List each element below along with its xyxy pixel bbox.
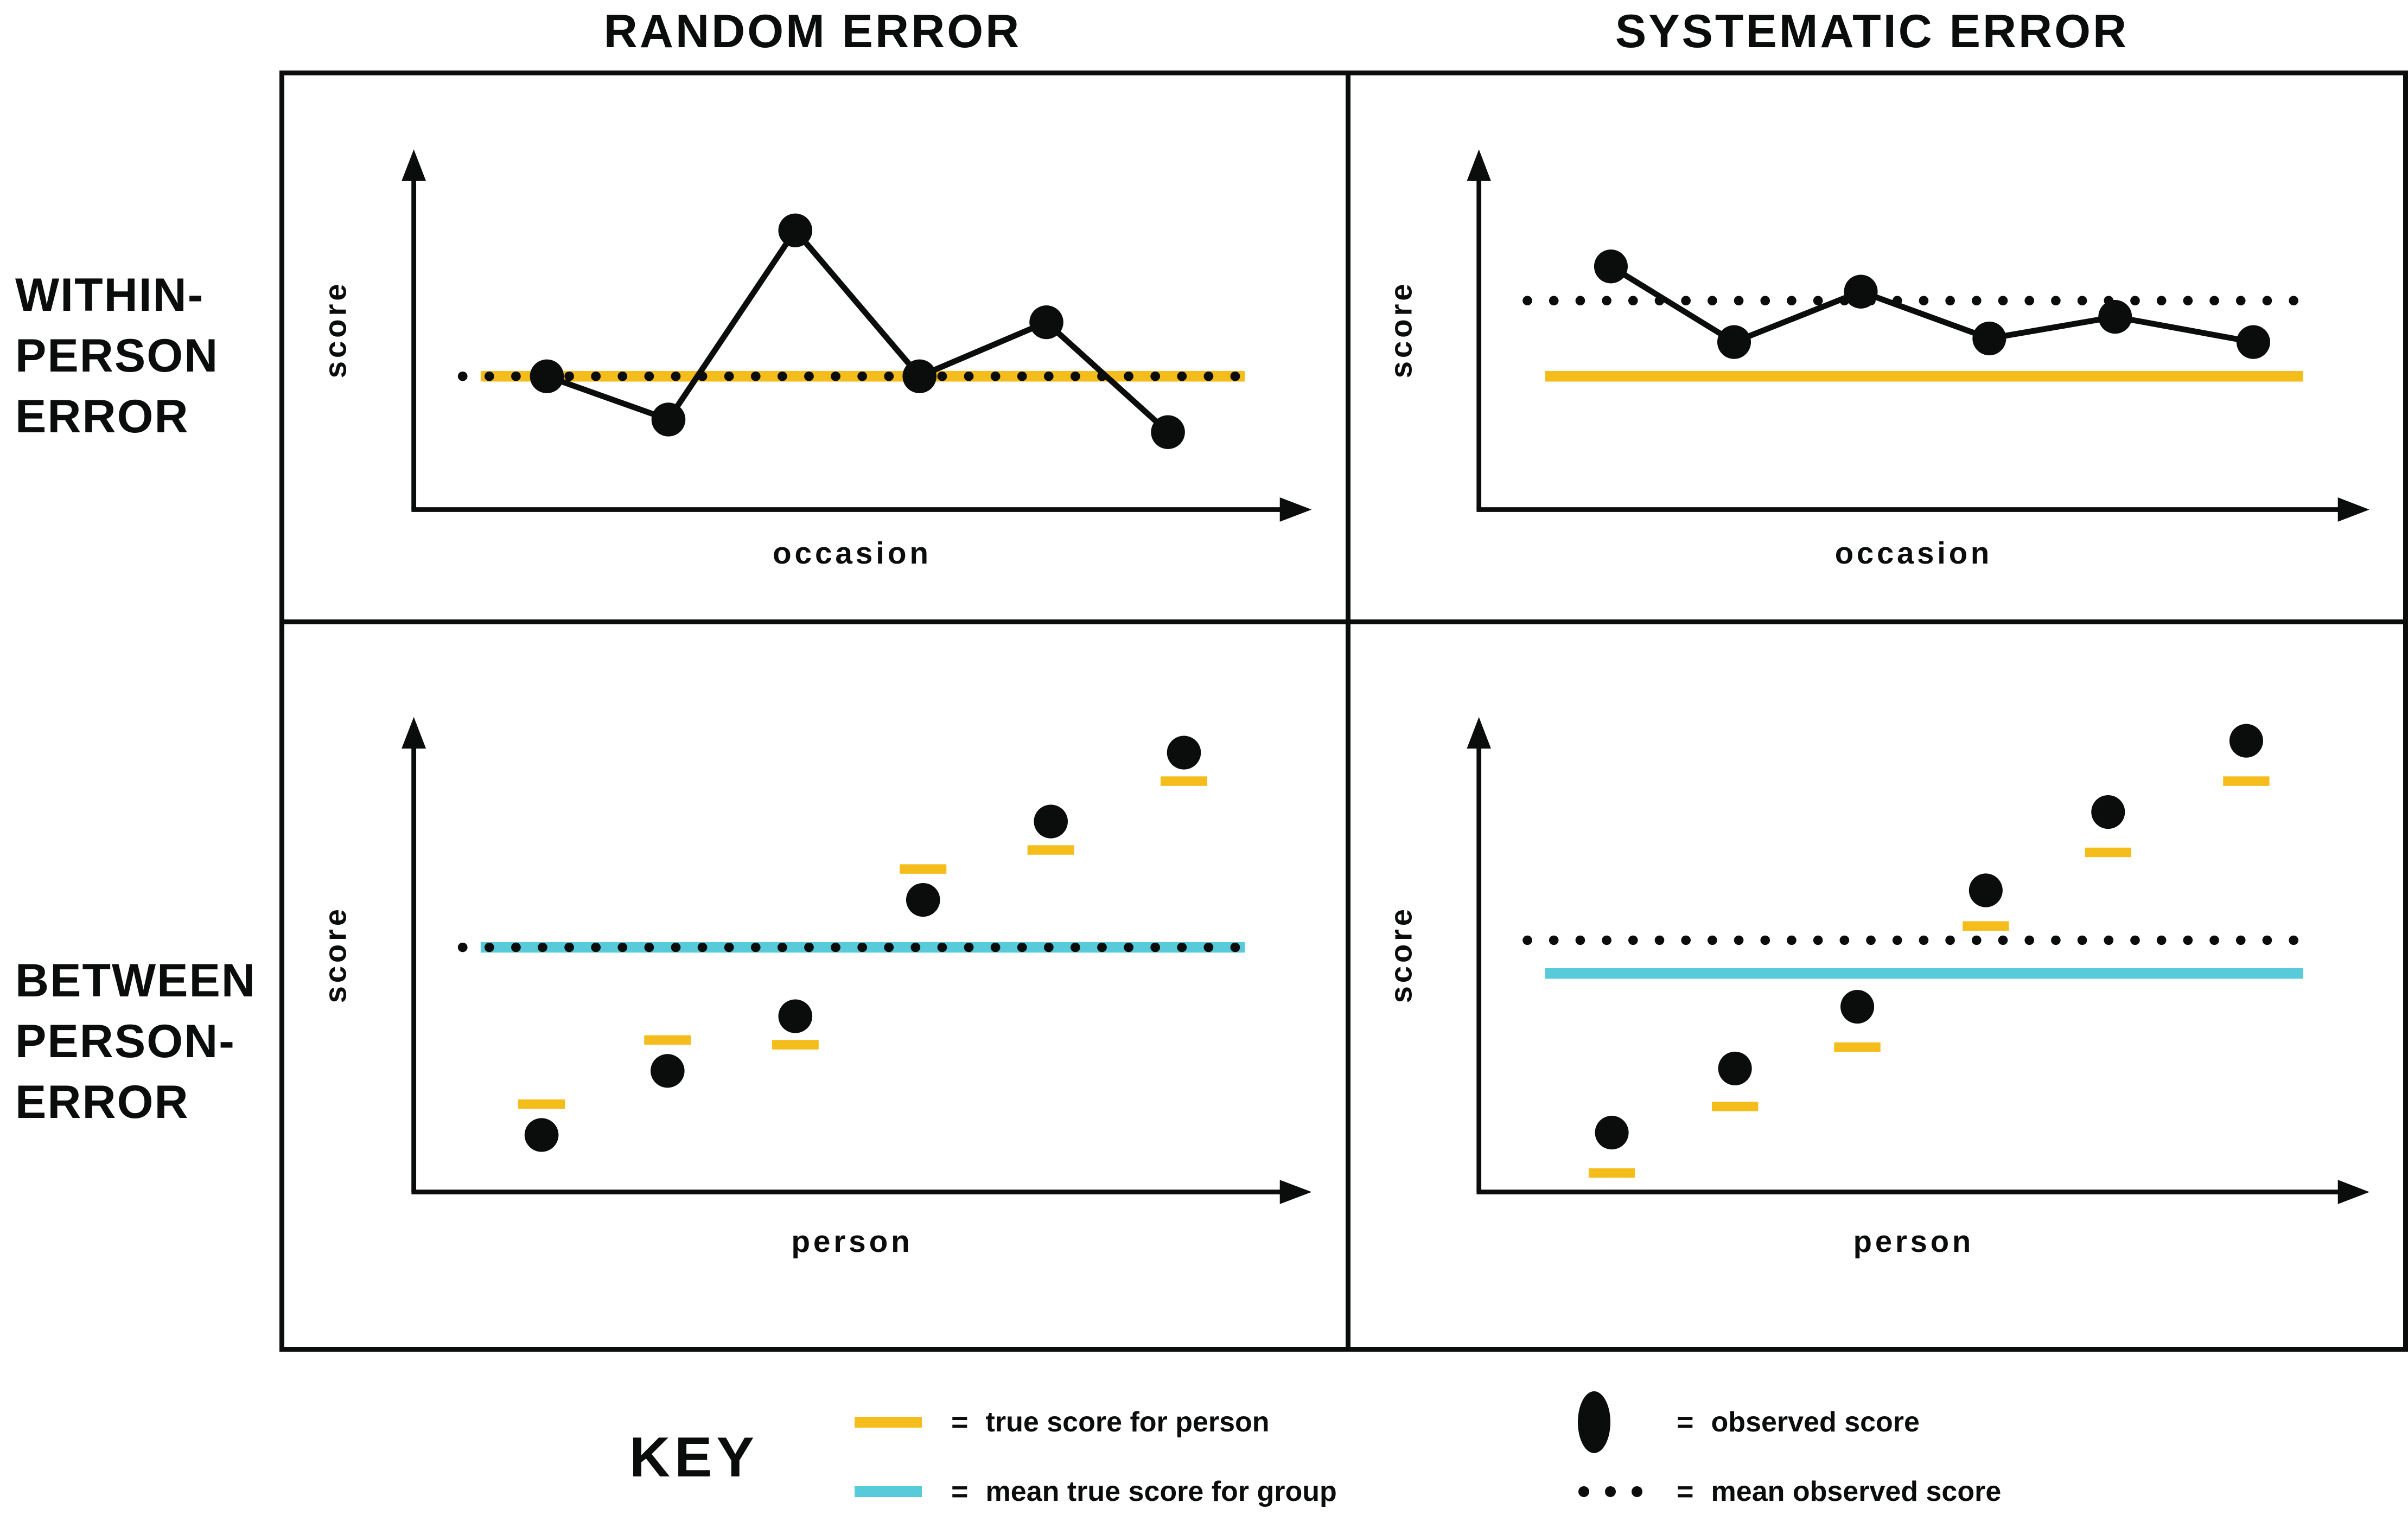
equals-sign: = — [1677, 1406, 1694, 1438]
observed-score-dot — [524, 1118, 559, 1152]
y-axis-label: score — [1384, 280, 1418, 378]
true-score-dash — [1588, 1168, 1635, 1178]
observed-score-dot — [1969, 873, 2003, 907]
row-label-within-person-error: WITHIN- PERSON ERROR — [15, 265, 276, 447]
equals-sign: = — [951, 1475, 969, 1508]
observed-score-dot — [906, 882, 940, 917]
y-axis-arrow-icon — [1467, 717, 1491, 749]
observed-score-dot — [2236, 325, 2270, 359]
true-score-dash — [2223, 776, 2270, 786]
observed-score-dot — [651, 402, 686, 437]
y-axis-label: score — [318, 906, 352, 1003]
true-score-dash — [772, 1040, 819, 1050]
observed-score-dot — [2229, 724, 2263, 758]
row-label-line: BETWEEN — [15, 955, 256, 1007]
equals-sign: = — [1677, 1475, 1694, 1508]
legend-item-label: mean observed score — [1711, 1476, 2002, 1507]
x-axis-arrow-icon — [2337, 1180, 2369, 1204]
legend-item-label: true score for person — [985, 1406, 1270, 1438]
x-axis-arrow-icon — [1279, 1180, 1312, 1204]
grid-horizontal-divider — [284, 619, 2403, 624]
panel-within-person-random: score occasion — [318, 149, 1312, 570]
true-score-dash — [1160, 776, 1208, 786]
x-axis-label: occasion — [1835, 536, 1992, 570]
legend-item-mean-true-score: = mean true score for group — [855, 1461, 1337, 1522]
observed-score-line — [546, 225, 1170, 434]
row-label-line: WITHIN- — [15, 269, 205, 321]
observed-score-dot — [778, 999, 813, 1033]
x-axis-label: occasion — [773, 536, 932, 570]
x-axis-label: person — [1853, 1224, 1974, 1258]
observed-score-dot — [778, 213, 813, 247]
mean-true-score-line-icon — [855, 1486, 922, 1497]
true-score-dash-icon — [855, 1417, 922, 1428]
observed-score-dot — [2091, 795, 2125, 829]
quadrant-grid-frame: score occasion score occasion score person … — [279, 71, 2408, 1352]
y-axis-arrow-icon — [402, 149, 426, 181]
row-label-line: ERROR — [15, 391, 189, 443]
true-score-dash — [1834, 1042, 1881, 1052]
observed-score-dot-icon — [1577, 1390, 1645, 1455]
panel-within-person-systematic: score occasion — [1384, 149, 2369, 570]
y-axis-arrow-icon — [1467, 149, 1491, 181]
observed-score-dot — [1594, 250, 1628, 284]
legend-item-mean-observed-score: = mean observed score — [1577, 1461, 2001, 1522]
true-score-dash — [1027, 845, 1074, 855]
legend-item-observed-score: = observed score — [1577, 1390, 1920, 1455]
y-axis-label: score — [1384, 906, 1418, 1003]
column-title-random-error: RANDOM ERROR — [603, 5, 1022, 57]
x-axis-label: person — [791, 1224, 913, 1258]
x-axis-arrow-icon — [1279, 497, 1312, 522]
legend-item-true-score: = true score for person — [855, 1392, 1270, 1453]
true-score-dash — [644, 1035, 691, 1045]
observed-score-dot — [1034, 804, 1068, 839]
row-label-line: PERSON — [15, 330, 219, 382]
legend-item-label: mean true score for group — [985, 1476, 1337, 1507]
y-axis-arrow-icon — [402, 717, 426, 749]
row-label-line: PERSON- — [15, 1015, 235, 1067]
observed-score-dot — [1167, 736, 1201, 770]
row-label-between-person-error: BETWEEN PERSON- ERROR — [15, 950, 276, 1133]
row-label-line: ERROR — [15, 1076, 189, 1128]
true-score-dash — [518, 1099, 565, 1109]
observed-score-dot — [2098, 299, 2132, 334]
x-axis-arrow-icon — [2337, 497, 2369, 522]
column-title-systematic-error: SYSTEMATIC ERROR — [1615, 5, 2129, 57]
observed-score-dot — [1718, 1051, 1752, 1085]
observed-score-dot — [1595, 1116, 1629, 1150]
true-score-dash — [900, 864, 947, 874]
equals-sign: = — [951, 1406, 969, 1438]
observed-score-dot — [1029, 305, 1063, 340]
legend-item-label: observed score — [1711, 1406, 1920, 1438]
mean-observed-dotted-line-icon — [1577, 1485, 1645, 1498]
panel-between-person-random: score person — [318, 717, 1312, 1258]
observed-score-dot — [1717, 325, 1751, 359]
true-score-dash — [1963, 921, 2009, 931]
y-axis-label: score — [318, 280, 352, 378]
legend-title: KEY — [629, 1426, 759, 1489]
observed-score-dot — [1840, 989, 1875, 1024]
observed-score-line — [1609, 264, 2254, 346]
true-score-dash — [2085, 847, 2131, 858]
panel-between-person-systematic: score person — [1384, 717, 2369, 1258]
observed-score-dot — [1972, 321, 2006, 356]
grid-vertical-divider — [1346, 75, 1350, 1347]
observed-score-dot — [1151, 415, 1185, 449]
true-score-dash — [1711, 1102, 1759, 1111]
observed-score-dot — [651, 1054, 685, 1088]
